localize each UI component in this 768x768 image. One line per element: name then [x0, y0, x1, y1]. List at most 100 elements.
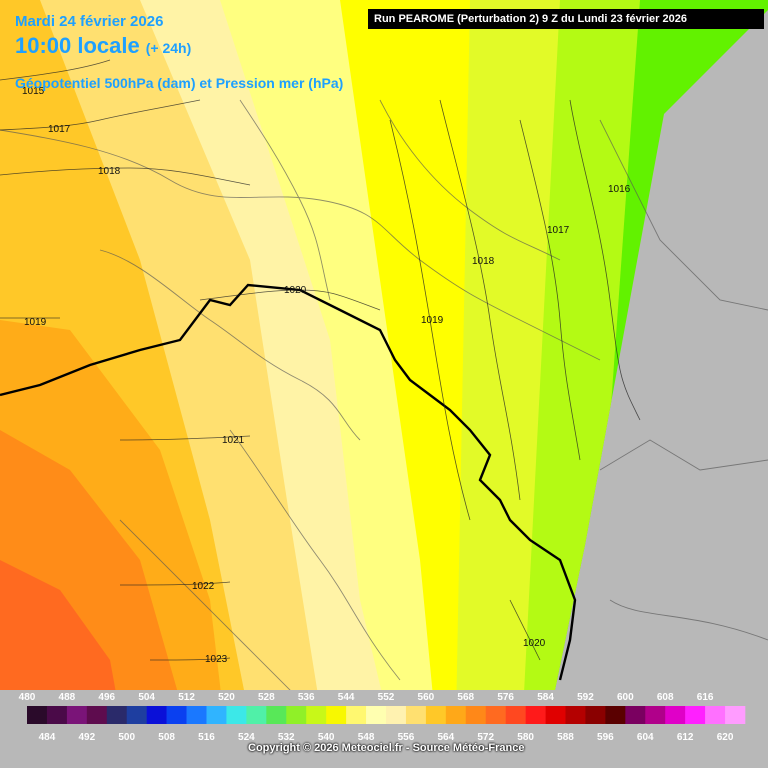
scale-tick-label: 496: [98, 692, 115, 703]
isobar-label: 1017: [48, 124, 71, 135]
scale-tick-label: 516: [198, 732, 215, 743]
forecast-lead-time: (+ 24h): [145, 40, 192, 56]
isobar-label: 1019: [421, 315, 444, 326]
scale-tick-label: 536: [298, 692, 315, 703]
forecast-time: 10:00 locale (+ 24h): [15, 33, 191, 59]
scale-tick-label: 568: [457, 692, 474, 703]
color-scale-swatch: [286, 706, 307, 724]
color-scale-swatch: [645, 706, 666, 724]
isobar-label: 1016: [608, 184, 631, 195]
color-scale-swatch: [46, 706, 68, 724]
national-border: [0, 283, 577, 681]
color-scale-swatch: [126, 706, 147, 724]
color-scale-swatch: [545, 706, 566, 724]
color-scale-swatch: [505, 706, 526, 724]
isobar-label: 1021: [222, 435, 245, 446]
scale-tick-label: 592: [577, 692, 594, 703]
color-scale-swatch: [166, 706, 187, 724]
isobar-label: 1015: [22, 86, 45, 97]
color-scale-swatch: [186, 706, 207, 724]
isobar-label: 1018: [98, 166, 121, 177]
isobar-label: 1020: [284, 285, 307, 296]
isobar-label: 1017: [547, 225, 570, 236]
color-scale: [27, 706, 746, 724]
color-scale-swatch: [565, 706, 586, 724]
scale-tick-label: 584: [537, 692, 554, 703]
color-scale-swatch: [625, 706, 646, 724]
run-info-banner: Run PEAROME (Perturbation 2) 9 Z du Lund…: [368, 9, 764, 29]
scale-tick-label: 576: [497, 692, 514, 703]
scale-tick-label: 504: [138, 692, 155, 703]
scale-tick-label: 596: [597, 732, 614, 743]
color-scale-swatch: [725, 706, 746, 724]
scale-tick-label: 608: [657, 692, 674, 703]
color-scale-swatch: [585, 706, 606, 724]
isobar-label: 1019: [24, 317, 47, 328]
isobar-label: 1023: [205, 654, 228, 665]
color-scale-swatch: [86, 706, 108, 724]
scale-tick-label: 540: [318, 732, 335, 743]
color-scale-bottom-labels: 484 492 500 508 516 524 532 540 548 556 564 572 580 5…: [39, 732, 734, 743]
color-scale-swatch: [705, 706, 726, 724]
color-scale-swatch: [425, 706, 447, 724]
copyright-notice: Copyright © 2026 Meteociel.fr - Source M…: [248, 742, 525, 754]
color-scale-swatch: [306, 706, 327, 724]
scale-tick-label: 564: [437, 732, 454, 743]
color-scale-swatch: [266, 706, 287, 724]
color-scale-swatch: [27, 706, 48, 724]
color-scale-swatch: [226, 706, 247, 724]
isobar-label: 1020: [523, 638, 546, 649]
scale-tick-label: 580: [517, 732, 534, 743]
scale-tick-label: 520: [218, 692, 235, 703]
color-scale-swatch: [66, 706, 88, 724]
scale-tick-label: 572: [477, 732, 494, 743]
scale-tick-label: 600: [617, 692, 634, 703]
scale-tick-label: 612: [677, 732, 694, 743]
scale-tick-label: 556: [398, 732, 415, 743]
scale-tick-label: 488: [59, 692, 76, 703]
scale-tick-label: 508: [158, 732, 175, 743]
color-scale-swatch: [246, 706, 267, 724]
isobar-labels: 1015 1017 1018 1019 1020 1021 1022 1023 …: [22, 86, 631, 665]
scale-tick-label: 492: [78, 732, 95, 743]
scale-tick-label: 532: [278, 732, 295, 743]
color-scale-swatch: [386, 706, 407, 724]
isobar-label: 1022: [192, 581, 215, 592]
scale-tick-label: 616: [697, 692, 714, 703]
color-scale-swatch: [465, 706, 487, 724]
color-scale-swatch: [485, 706, 506, 724]
scale-tick-label: 544: [338, 692, 355, 703]
scale-tick-label: 552: [378, 692, 395, 703]
color-scale-swatch: [605, 706, 626, 724]
scale-tick-label: 588: [557, 732, 574, 743]
color-scale-swatch: [405, 706, 427, 724]
scale-tick-label: 512: [178, 692, 195, 703]
forecast-date: Mardi 24 février 2026: [15, 13, 164, 30]
color-scale-swatch: [685, 706, 706, 724]
scale-tick-label: 480: [19, 692, 36, 703]
legend-background: [0, 690, 768, 768]
color-scale-swatch: [445, 706, 467, 724]
color-scale-swatch: [106, 706, 128, 724]
color-scale-swatch: [206, 706, 227, 724]
scale-tick-label: 620: [717, 732, 734, 743]
scale-tick-label: 524: [238, 732, 255, 743]
color-scale-swatch: [525, 706, 546, 724]
parameter-title: Géopotentiel 500hPa (dam) et Pression me…: [15, 75, 344, 91]
scale-tick-label: 500: [118, 732, 135, 743]
scale-tick-label: 560: [418, 692, 435, 703]
color-scale-swatch: [146, 706, 167, 724]
isobars: [0, 59, 641, 661]
scale-tick-label: 528: [258, 692, 275, 703]
scale-tick-label: 604: [637, 732, 654, 743]
color-scale-swatch: [346, 706, 367, 724]
color-scale-swatch: [665, 706, 686, 724]
isobar-label: 1018: [472, 256, 495, 267]
color-scale-swatch: [366, 706, 387, 724]
color-scale-top-labels: 480 488 496 504 512 520 528 536 544 552 560 568 576 5…: [19, 692, 714, 703]
forecast-local-time: 10:00 locale: [15, 33, 140, 58]
scale-tick-label: 548: [358, 732, 375, 743]
scale-tick-label: 484: [39, 732, 56, 743]
color-scale-swatch: [326, 706, 347, 724]
